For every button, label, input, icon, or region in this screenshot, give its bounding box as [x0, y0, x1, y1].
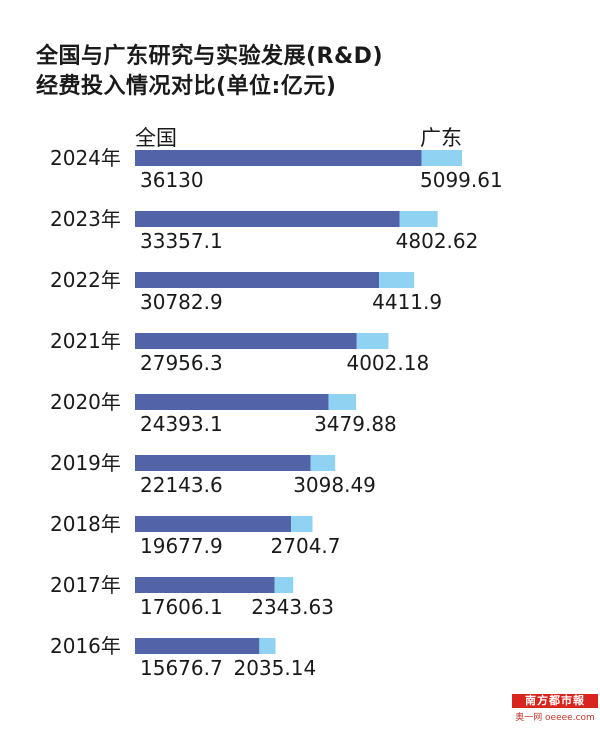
year-label: 2024年	[50, 146, 121, 170]
year-label: 2022年	[50, 268, 121, 292]
bar-guangdong	[421, 150, 462, 166]
bar-national	[135, 150, 422, 166]
value-label-national: 15676.7	[140, 656, 223, 680]
bar-guangdong	[399, 211, 438, 227]
year-label: 2016年	[50, 634, 121, 658]
value-label-guangdong: 2343.63	[251, 595, 334, 619]
value-label-guangdong: 2704.7	[271, 534, 341, 558]
value-label-national: 30782.9	[140, 290, 223, 314]
value-label-guangdong: 4411.9	[372, 290, 442, 314]
value-label-national: 24393.1	[140, 412, 223, 436]
newspaper-logo: 南方都市報	[512, 694, 598, 708]
year-label: 2020年	[50, 390, 121, 414]
value-label-national: 27956.3	[140, 351, 223, 375]
value-label-guangdong: 3098.49	[293, 473, 376, 497]
bar-national	[135, 516, 292, 532]
value-label-guangdong: 4002.18	[346, 351, 429, 375]
chart-title-line1: 全国与广东研究与实验发展(R&D)	[36, 44, 383, 69]
year-label: 2017年	[50, 573, 121, 597]
legend-national: 全国	[135, 126, 177, 150]
bar-guangdong	[291, 516, 313, 532]
bar-national	[135, 394, 329, 410]
bar-national	[135, 272, 380, 288]
bar-guangdong	[259, 638, 276, 654]
bar-national	[135, 638, 260, 654]
year-label: 2019年	[50, 451, 121, 475]
value-label-guangdong: 2035.14	[233, 656, 316, 680]
bar-guangdong	[310, 455, 336, 471]
bar-national	[135, 333, 357, 349]
bar-guangdong	[274, 577, 294, 593]
year-label: 2021年	[50, 329, 121, 353]
chart-title-line2: 经费投入情况对比(单位:亿元)	[36, 74, 337, 99]
value-label-national: 19677.9	[140, 534, 223, 558]
value-label-guangdong: 4802.62	[396, 229, 479, 253]
value-label-guangdong: 3479.88	[314, 412, 397, 436]
bar-national	[135, 455, 311, 471]
year-label: 2023年	[50, 207, 121, 231]
value-label-national: 22143.6	[140, 473, 223, 497]
legend-guangdong: 广东	[420, 126, 462, 150]
bar-guangdong	[356, 333, 389, 349]
value-label-national: 17606.1	[140, 595, 223, 619]
value-label-guangdong: 5099.61	[420, 168, 503, 192]
value-label-national: 36130	[140, 168, 204, 192]
value-label-national: 33357.1	[140, 229, 223, 253]
year-label: 2018年	[50, 512, 121, 536]
website-mark: 奥一网 oeeee.com	[515, 713, 595, 723]
bar-national	[135, 577, 275, 593]
bar-guangdong	[328, 394, 357, 410]
bar-national	[135, 211, 400, 227]
bar-guangdong	[379, 272, 415, 288]
